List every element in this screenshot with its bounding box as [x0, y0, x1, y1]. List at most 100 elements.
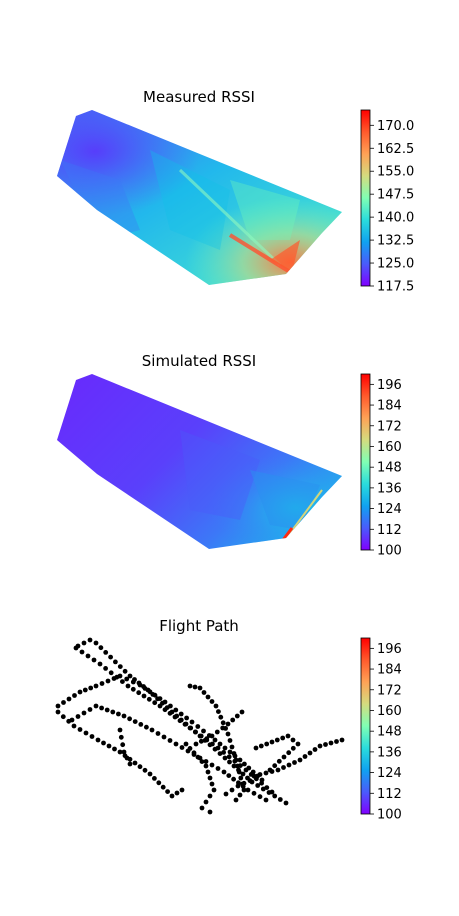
- colorbar-tick-label: 100: [377, 808, 402, 823]
- flight-point: [267, 767, 273, 773]
- flight-point: [295, 741, 301, 747]
- flight-point: [106, 743, 112, 749]
- flight-point: [217, 741, 223, 747]
- flight-point: [121, 749, 127, 755]
- flight-point: [280, 735, 286, 741]
- flight-point: [120, 742, 126, 748]
- flight-point: [179, 787, 185, 793]
- colorbar-tick-label: 124: [377, 502, 402, 517]
- flight-point: [286, 750, 292, 756]
- flight-point: [264, 785, 270, 790]
- flight-point: [226, 773, 232, 778]
- flight-point: [66, 696, 72, 702]
- simulated-rssi-colorbar: [360, 373, 371, 551]
- flight-point: [144, 724, 149, 730]
- flight-point: [277, 797, 283, 802]
- flight-point: [198, 733, 204, 739]
- flight-point: [231, 763, 237, 769]
- flight-point: [91, 657, 97, 663]
- flight-point: [275, 767, 281, 773]
- flight-point: [117, 749, 123, 755]
- flight-point: [209, 762, 215, 768]
- flight-point: [113, 659, 118, 665]
- flight-point: [230, 717, 236, 723]
- flight-point: [203, 763, 209, 769]
- flight-point: [124, 676, 130, 682]
- colorbar-tick-label: 184: [377, 663, 402, 678]
- flight-point: [221, 769, 227, 775]
- flight-point: [203, 799, 209, 805]
- colorbar-tick-label: 136: [377, 481, 402, 496]
- flight-point: [218, 714, 224, 720]
- flight-point: [235, 783, 241, 789]
- flight-point: [157, 703, 163, 709]
- flight-point: [77, 689, 83, 695]
- colorbar-tick-label: 124: [377, 766, 402, 781]
- colorbar-tick-label: 112: [377, 787, 402, 802]
- flight-point: [225, 721, 231, 727]
- flight-point: [227, 738, 233, 743]
- flight-point: [161, 734, 167, 740]
- flight-point: [195, 754, 201, 760]
- flight-point: [73, 645, 79, 651]
- flight-point: [101, 740, 106, 746]
- flight-point: [85, 653, 91, 659]
- flight-point: [239, 709, 245, 715]
- flight-point: [245, 787, 251, 793]
- flight-point: [264, 741, 270, 747]
- flight-point: [87, 637, 93, 643]
- flight-point: [290, 737, 296, 743]
- colorbar-tick-label: 147.5: [377, 188, 414, 203]
- flight-point: [234, 713, 240, 719]
- flight-point: [112, 746, 117, 752]
- colorbar-tick-label: 160: [377, 704, 402, 719]
- measured-rssi-heatmap: [57, 110, 342, 285]
- flight-path-colorbar: [360, 637, 371, 815]
- measured-rssi-colorbar-ticks: 117.5 125.0 132.5 140.0 147.5 155.0 162.5 170.0: [370, 119, 414, 295]
- flight-point: [179, 745, 185, 750]
- flight-point: [103, 650, 109, 655]
- colorbar-tick-label: 184: [377, 399, 402, 414]
- flight-point: [174, 790, 180, 796]
- flight-point: [152, 692, 158, 698]
- flight-point: [137, 764, 143, 770]
- flight-point: [87, 707, 93, 712]
- flight-point: [147, 689, 153, 695]
- flight-path-scatter: [55, 637, 345, 815]
- flight-point: [187, 725, 193, 731]
- flight-point: [257, 794, 263, 800]
- flight-point: [253, 775, 259, 781]
- colorbar-tick-label: 136: [377, 745, 402, 760]
- flight-point: [89, 734, 95, 739]
- flight-point: [77, 727, 83, 732]
- flight-point: [82, 687, 88, 693]
- flight-point: [192, 684, 198, 690]
- flight-point: [286, 762, 292, 768]
- flight-point: [93, 703, 99, 709]
- flight-point: [55, 709, 61, 715]
- flight-point: [227, 759, 232, 765]
- flight-point: [237, 792, 243, 798]
- flight-point: [209, 733, 215, 739]
- flight-point: [246, 765, 252, 771]
- flight-point: [233, 797, 239, 803]
- colorbar-tick-label: 148: [377, 461, 402, 476]
- flight-point: [60, 714, 66, 720]
- colorbar-tick-label: 162.5: [377, 142, 414, 157]
- colorbar-tick-label: 148: [377, 725, 402, 740]
- flight-point: [259, 777, 265, 783]
- flight-point: [187, 683, 193, 689]
- colorbar-tick-label: 196: [377, 378, 402, 393]
- flight-point: [121, 713, 127, 719]
- flight-point: [169, 793, 175, 799]
- flight-point: [152, 776, 157, 781]
- colorbar-tick-label: 125.0: [377, 257, 414, 272]
- flight-point: [199, 805, 205, 811]
- colorbar-tick-label: 172: [377, 419, 402, 434]
- flight-point: [157, 696, 163, 701]
- flight-point: [111, 676, 117, 681]
- colorbar-tick-label: 100: [377, 544, 402, 559]
- flight-point: [213, 703, 219, 709]
- flight-point: [221, 750, 227, 755]
- flight-point: [211, 787, 217, 793]
